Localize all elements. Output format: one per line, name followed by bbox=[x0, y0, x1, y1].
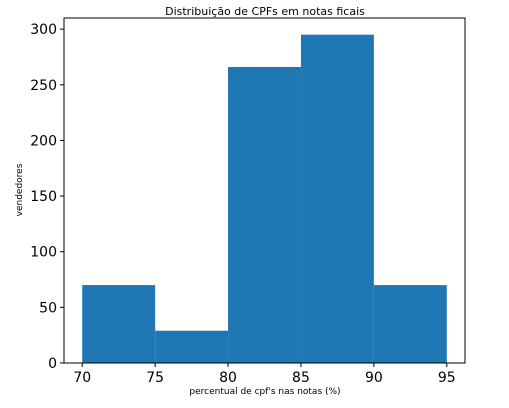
y-tick-label-2: 100 bbox=[30, 245, 57, 261]
histogram-bar-1 bbox=[155, 330, 229, 363]
x-tick-label-3: 85 bbox=[292, 370, 310, 386]
y-tick-label-6: 300 bbox=[30, 22, 57, 38]
y-tick-label-4: 200 bbox=[30, 133, 57, 149]
x-tick-label-4: 90 bbox=[365, 370, 383, 386]
x-tick-label-2: 80 bbox=[219, 370, 237, 386]
histogram-bar-3 bbox=[300, 34, 374, 364]
x-axis-ticks: 70 75 80 85 90 95 bbox=[73, 363, 456, 386]
x-tick-label-0: 70 bbox=[73, 370, 91, 386]
y-tick-label-1: 50 bbox=[39, 300, 57, 316]
histogram-bar-4 bbox=[373, 285, 447, 363]
x-axis-label: percentual de cpf's nas notas (%) bbox=[189, 387, 340, 397]
histogram-bar-0 bbox=[82, 285, 156, 363]
y-tick-label-0: 0 bbox=[48, 356, 57, 372]
plot-frame bbox=[63, 17, 466, 364]
x-tick-label-5: 95 bbox=[438, 370, 456, 386]
y-tick-label-3: 150 bbox=[30, 189, 57, 205]
x-tick-label-1: 75 bbox=[146, 370, 164, 386]
y-axis-ticks: 0 50 100 150 200 250 300 bbox=[30, 22, 64, 372]
bars-group bbox=[82, 34, 447, 364]
histogram-bar-2 bbox=[228, 66, 301, 363]
y-axis-label: vendedores bbox=[15, 163, 25, 216]
y-tick-label-5: 250 bbox=[30, 78, 57, 94]
chart-title: Distribuição de CPFs em notas ficais bbox=[165, 5, 365, 18]
